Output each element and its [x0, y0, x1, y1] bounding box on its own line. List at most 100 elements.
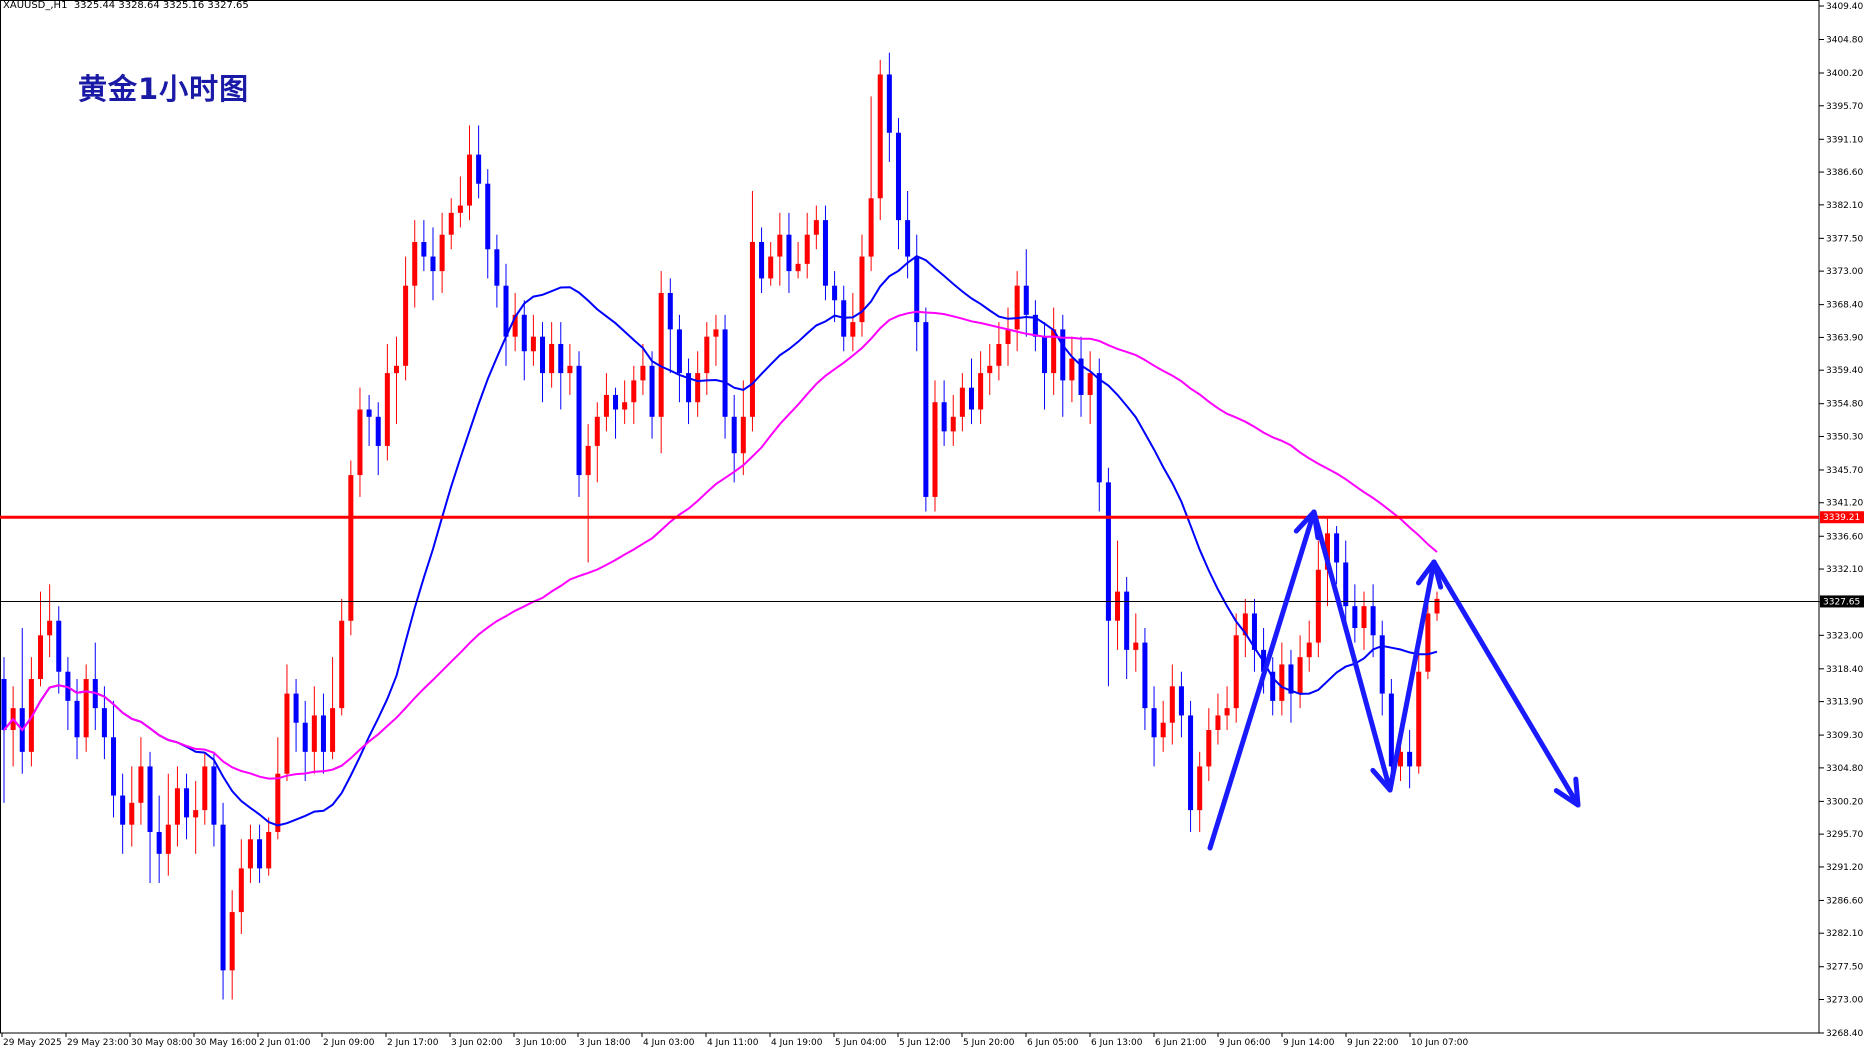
candle-body	[1188, 715, 1194, 811]
candle-body	[768, 256, 774, 279]
candle-body	[968, 387, 975, 410]
y-tick-label: 3273.00	[1826, 995, 1863, 1005]
candle-body	[941, 402, 947, 432]
candle-body	[1416, 671, 1422, 767]
candle-body	[430, 256, 436, 272]
y-tick-label: 3386.60	[1826, 168, 1863, 178]
candle-body	[1425, 613, 1431, 672]
candle-body	[120, 795, 126, 825]
x-tick-label: 9 Jun 06:00	[1219, 1038, 1271, 1048]
candle-body	[129, 802, 135, 825]
candle-body	[1005, 329, 1011, 344]
candle-body	[1069, 358, 1075, 381]
x-tick-label: 29 May 2025	[3, 1038, 62, 1048]
candle-body	[1087, 373, 1093, 395]
x-tick-label: 4 Jun 11:00	[707, 1038, 759, 1048]
candle-body	[330, 708, 336, 752]
candle-body	[868, 198, 874, 257]
candle-body	[421, 241, 427, 257]
candle-body	[850, 322, 856, 337]
x-tick-label: 2 Jun 09:00	[323, 1038, 375, 1048]
x-tick-label: 5 Jun 20:00	[963, 1038, 1015, 1048]
resistance-price-tag	[1820, 511, 1864, 524]
x-tick-label: 30 May 16:00	[195, 1038, 257, 1048]
candle-body	[238, 868, 244, 913]
trend-arrow-head	[1370, 761, 1398, 793]
candle-body	[594, 416, 600, 446]
candle-body	[759, 241, 765, 279]
candle-body	[832, 285, 838, 301]
candle-body	[1434, 598, 1440, 614]
x-tick-label: 4 Jun 19:00	[771, 1038, 823, 1048]
candle-body	[147, 766, 153, 832]
y-tick-label: 3309.30	[1826, 731, 1863, 741]
candle-body	[950, 416, 956, 432]
candle-body	[1105, 482, 1111, 621]
candle-body	[448, 212, 454, 235]
candle-body	[859, 256, 865, 323]
y-tick-label: 3300.20	[1826, 797, 1863, 807]
y-tick-label: 3268.40	[1826, 1029, 1863, 1039]
candle-body	[1288, 664, 1294, 694]
candle-body	[695, 373, 701, 403]
candle-body	[1151, 708, 1157, 738]
y-tick-label: 3286.60	[1826, 896, 1863, 906]
candle-body	[740, 416, 746, 454]
candle-body	[1, 679, 7, 730]
ohlc-label: 3325.44 3328.64 3325.16 3327.65	[73, 0, 249, 11]
candle-body	[193, 810, 199, 818]
x-tick-label: 6 Jun 21:00	[1155, 1038, 1207, 1048]
candle-body	[1160, 722, 1166, 738]
x-tick-label: 3 Jun 18:00	[579, 1038, 631, 1048]
candle-body	[658, 292, 664, 417]
candle-body	[266, 831, 272, 869]
candle-body	[302, 722, 308, 752]
candle-body	[439, 234, 445, 272]
candle-body	[822, 220, 828, 286]
y-tick-label: 3282.10	[1826, 929, 1863, 939]
candle-body	[247, 839, 253, 869]
candle-body	[731, 416, 737, 454]
candle-body	[384, 373, 390, 446]
y-tick-label: 3400.20	[1826, 69, 1863, 79]
candle-body	[978, 373, 984, 410]
candle-body	[47, 620, 53, 636]
candle-body	[1242, 613, 1248, 636]
trend-arrow-line	[1311, 509, 1393, 793]
candle-body	[412, 241, 418, 286]
candle-body	[521, 314, 527, 352]
candle-body	[613, 394, 619, 410]
candle-body	[813, 220, 819, 235]
y-tick-label: 3291.20	[1826, 863, 1863, 873]
y-tick-label: 3395.70	[1826, 102, 1863, 112]
x-tick-label: 9 Jun 14:00	[1283, 1038, 1335, 1048]
candle-body	[631, 380, 637, 403]
trend-arrow-line	[1431, 559, 1581, 808]
candle-body	[1251, 613, 1257, 650]
candle-body	[257, 839, 263, 869]
candle-body	[1407, 751, 1413, 767]
candle-body	[476, 154, 482, 184]
y-tick-label: 3354.80	[1826, 400, 1863, 410]
candle-body	[1014, 285, 1020, 330]
chart-title: 黄金1小时图	[78, 72, 250, 106]
x-tick-label: 5 Jun 12:00	[899, 1038, 951, 1048]
candle-body	[339, 620, 345, 709]
candle-body	[1051, 329, 1057, 374]
candle-body	[1115, 591, 1121, 621]
candle-body	[220, 824, 226, 971]
x-tick-label: 10 Jun 07:00	[1411, 1038, 1468, 1048]
candle-body	[1142, 642, 1148, 709]
y-tick-label: 3373.00	[1826, 267, 1863, 277]
candle-body	[603, 394, 609, 417]
y-tick-label: 3318.40	[1826, 665, 1863, 675]
trend-arrow-head	[1293, 509, 1321, 541]
candle-body	[1042, 336, 1048, 374]
y-tick-label: 3359.40	[1826, 366, 1863, 376]
candle-body	[622, 402, 628, 410]
candle-body	[987, 365, 993, 374]
x-tick-label: 30 May 08:00	[131, 1038, 193, 1048]
candle-body	[530, 336, 536, 352]
